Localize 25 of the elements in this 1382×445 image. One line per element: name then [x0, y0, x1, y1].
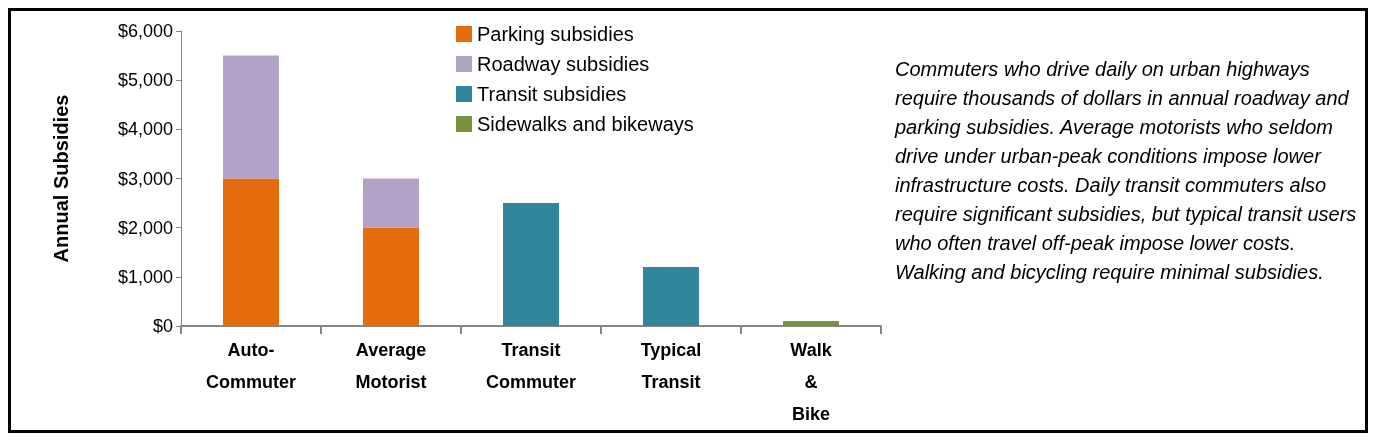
y-tick-label: $6,000: [117, 21, 173, 41]
bar: [643, 267, 699, 326]
legend-label: Parking subsidies: [477, 23, 634, 45]
legend-label: Transit subsidies: [477, 83, 627, 105]
x-tick-label: Typical Transit: [640, 340, 702, 392]
y-tick-label: $1,000: [117, 266, 173, 287]
x-tick-label: Transit Commuter: [485, 340, 577, 392]
bar: [363, 227, 419, 326]
legend-label: Roadway subsidies: [477, 53, 650, 75]
bar: [503, 203, 559, 326]
y-tick-label: $0: [152, 316, 173, 336]
bar: [223, 55, 279, 179]
bar: [223, 178, 279, 326]
legend-label: Sidewalks and bikeways: [477, 113, 694, 135]
y-tick-label: $3,000: [117, 168, 173, 189]
bar: [363, 178, 419, 228]
y-axis-title: Annual Subsidies: [50, 94, 72, 263]
y-tick-label: $5,000: [117, 70, 173, 91]
x-tick-label: Auto-Commuter: [205, 340, 297, 392]
y-tick-label: $4,000: [117, 119, 173, 140]
x-tick-label: Walk & Bike: [790, 340, 833, 424]
x-tick-label: Average Motorist: [355, 340, 427, 392]
text: Commuters who drive daily on urban highways require thousands of dollars in annual roadway and parking subsidies. Average motorists who seldom drive under urban-peak conditions impose lower infrastructure costs. Daily transit commuters also require significant subsidies, but typical transit users who often travel off-peak impose lower costs. Walking and bicycling require minimal subsidies.: [895, 57, 1358, 285]
bar: [783, 321, 839, 326]
y-tick-label: $2,000: [117, 217, 173, 238]
